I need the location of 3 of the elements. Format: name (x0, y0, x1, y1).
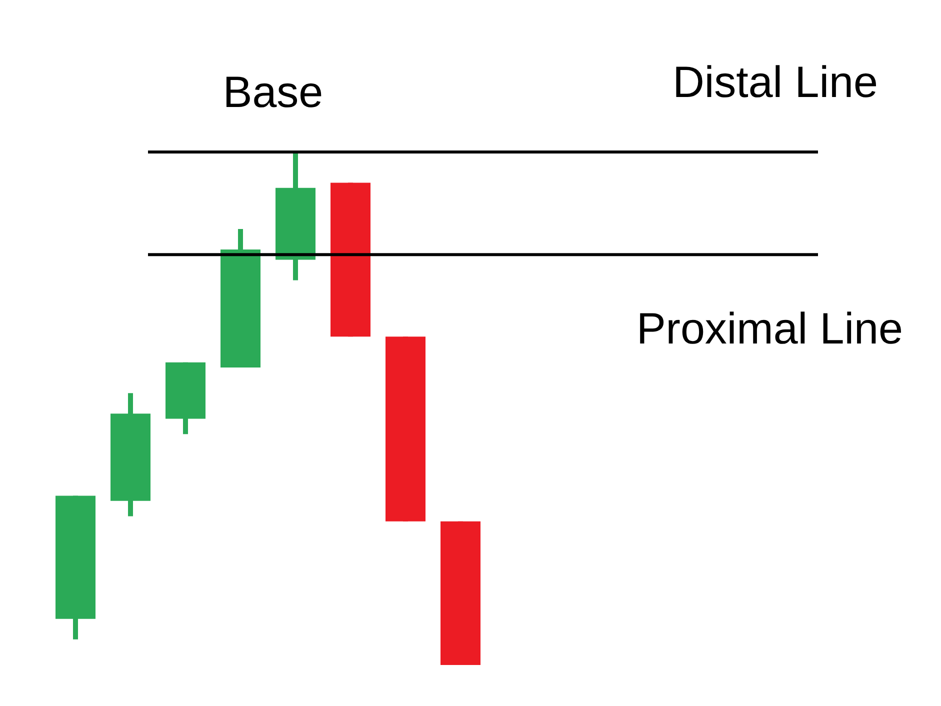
text: Base (222, 68, 324, 118)
ref-line-label: Proximal Line (636, 304, 903, 354)
ref-line-label: Distal Line (672, 58, 878, 108)
